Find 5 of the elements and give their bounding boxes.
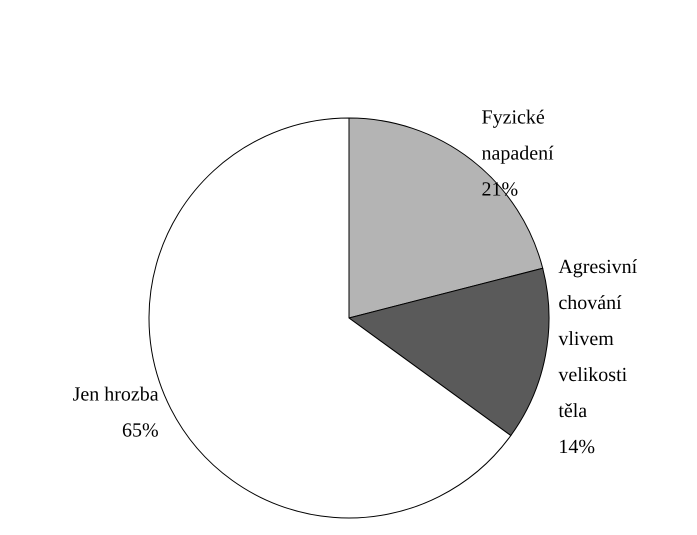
data-label: 14% — [558, 436, 595, 458]
slice-label: Fyzické napadení — [481, 106, 554, 165]
data-label: 65% — [122, 419, 159, 442]
slice-label: Agresivní chování vlivem velikosti těla — [558, 256, 638, 422]
slice-label: Jen hrozba — [72, 383, 159, 406]
